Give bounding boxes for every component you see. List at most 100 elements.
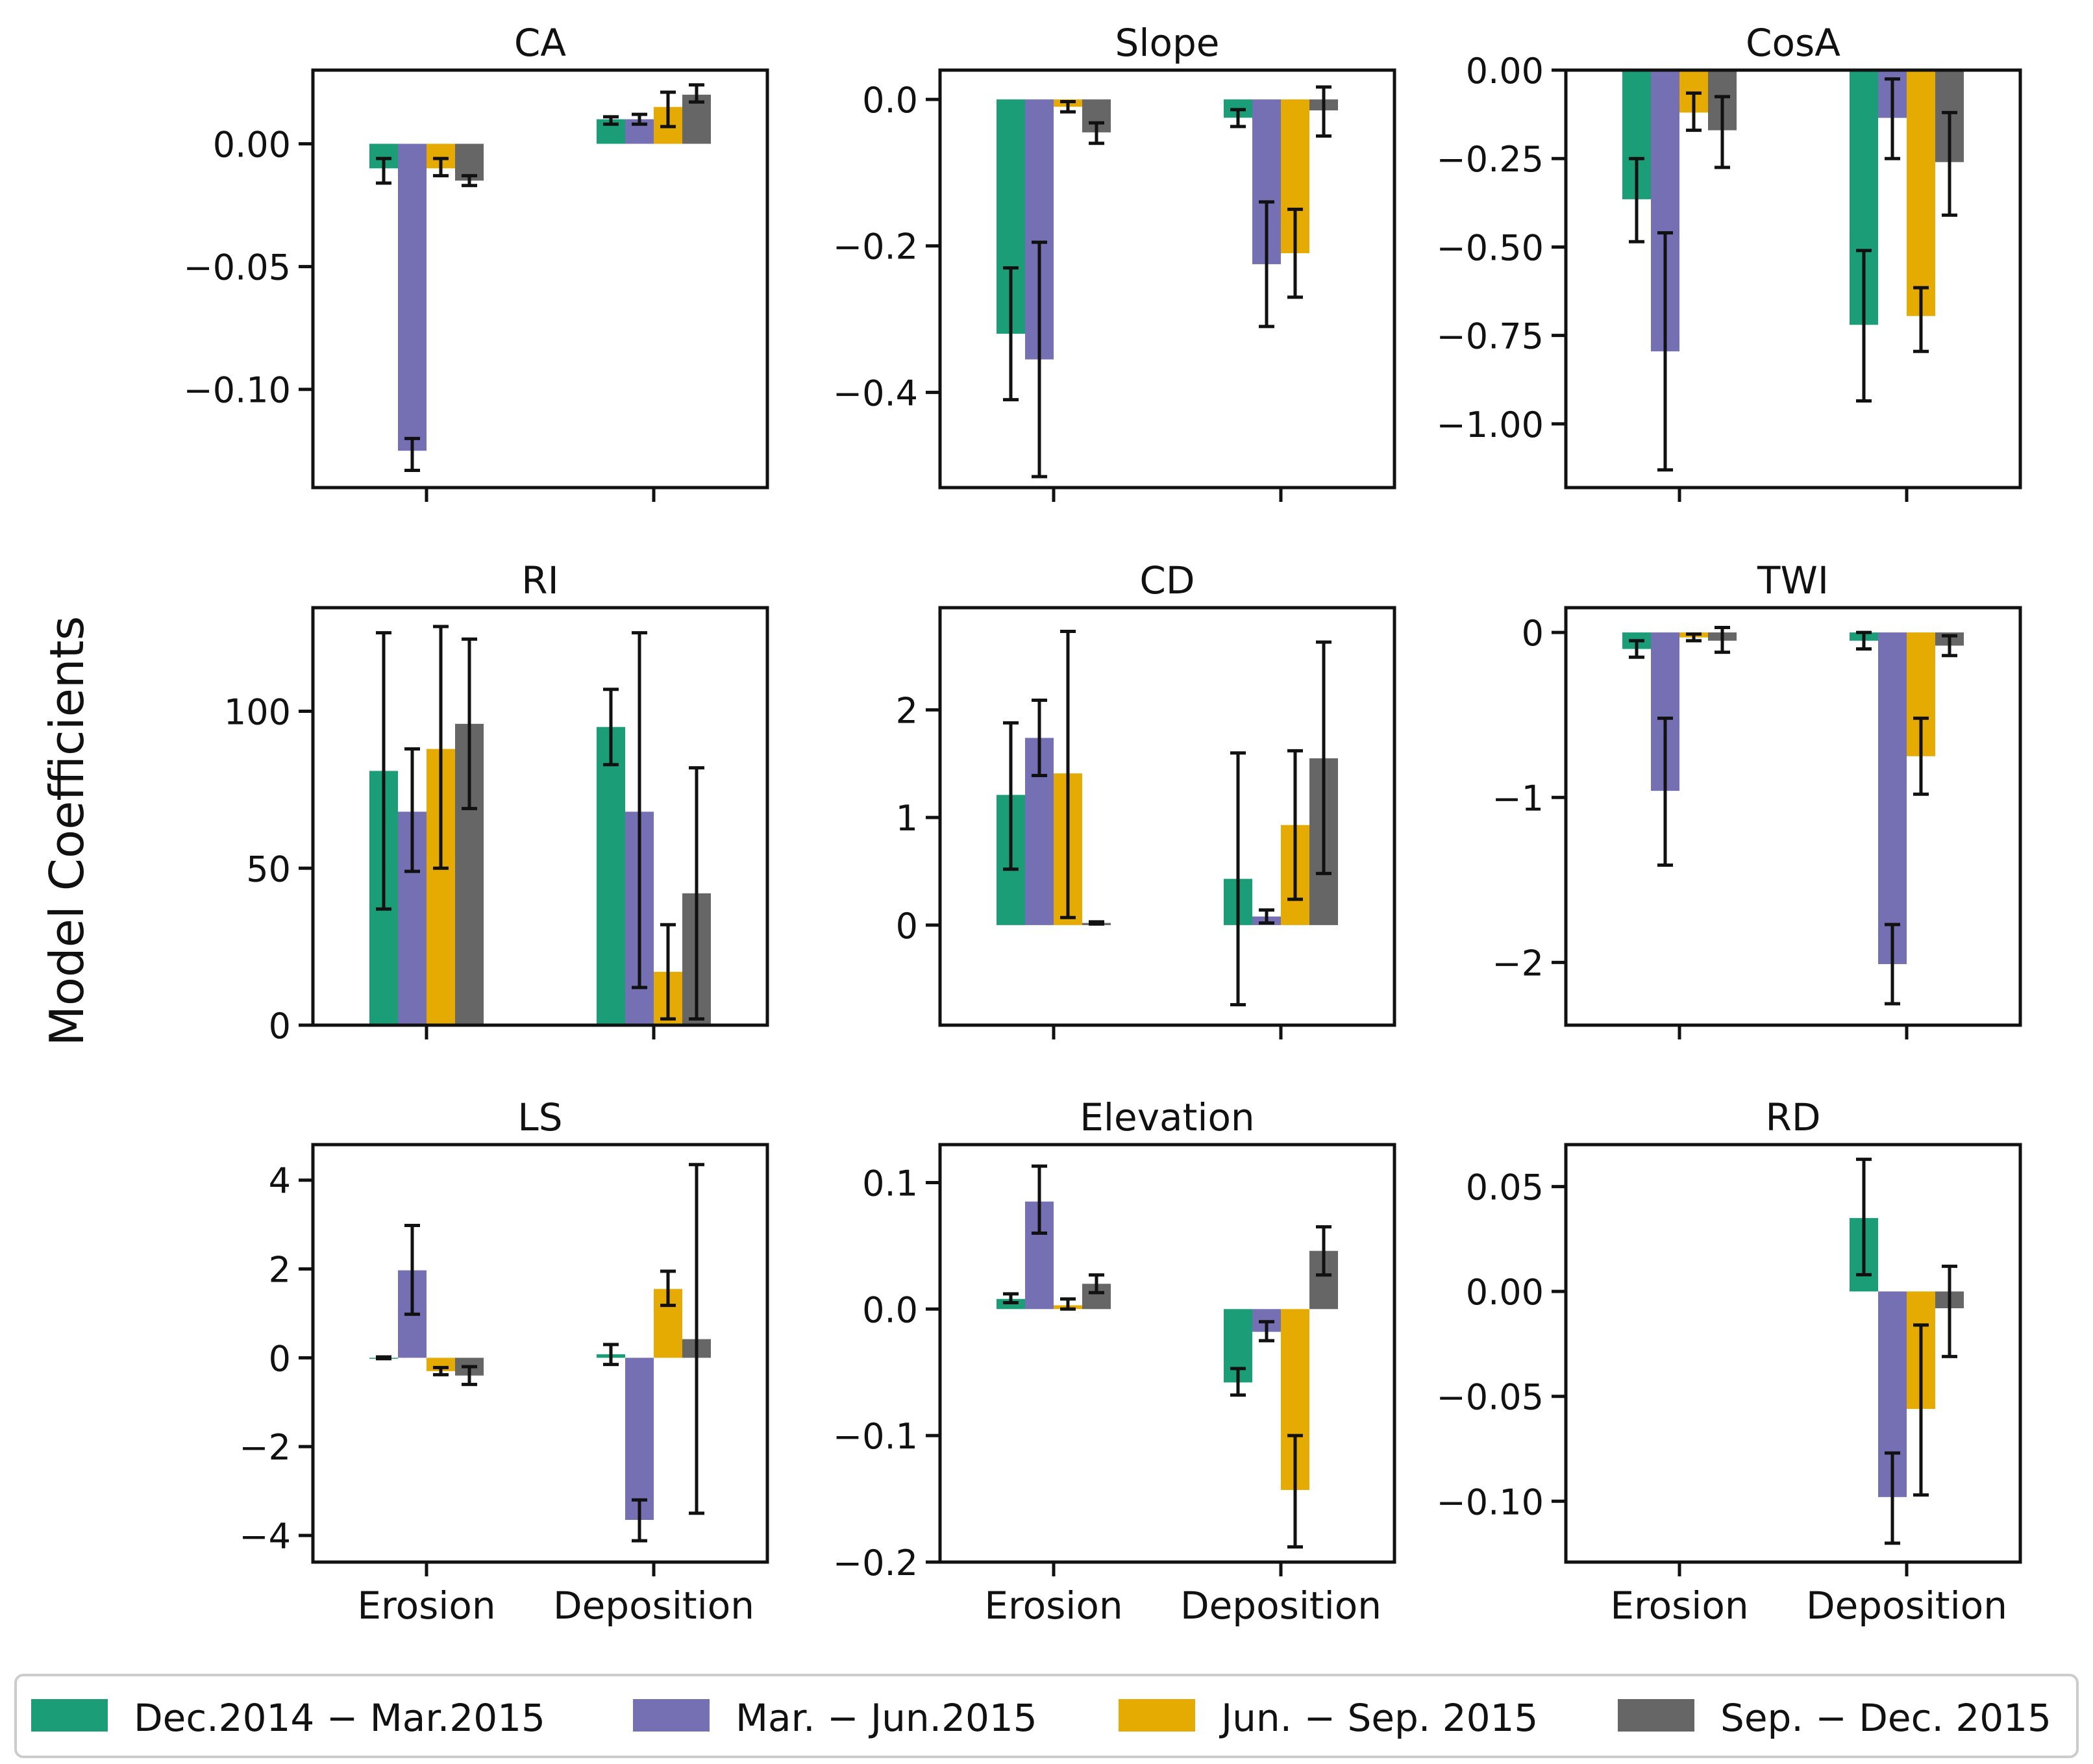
bars-ca bbox=[369, 94, 711, 451]
legend-frame bbox=[14, 1674, 2079, 1758]
legend-label-3: Sep. − Dec. 2015 bbox=[1720, 1696, 2051, 1740]
y-tick-label-twi-1: −1 bbox=[1492, 778, 1544, 819]
plot-frame-ca bbox=[311, 68, 769, 490]
x-ticks-elevation: Erosion Deposition bbox=[984, 1562, 1381, 1628]
errorbars-elevation bbox=[1003, 1164, 1331, 1549]
legend-swatch-0 bbox=[31, 1699, 108, 1732]
y-ticks-ls: 4 2 0 −2 −4 bbox=[239, 1161, 313, 1557]
y-tick-label-twi-0: 0 bbox=[1522, 613, 1544, 654]
y-tick-label-cosa-0: 0.00 bbox=[1466, 51, 1544, 92]
x-tick-label-elevation-deposition: Deposition bbox=[1180, 1584, 1381, 1628]
bar-ri-deposition-s0 bbox=[597, 727, 625, 1025]
legend: Dec.2014 − Mar.2015 Mar. − Jun.2015 Jun.… bbox=[14, 1674, 2079, 1758]
panel-title-cosa: CosA bbox=[1746, 21, 1840, 65]
x-tick-label-rd-erosion: Erosion bbox=[1610, 1584, 1748, 1628]
panel-ca: CA 0.00 −0.05 −0.10 bbox=[184, 21, 769, 502]
y-tick-label-ca-0: 0.00 bbox=[213, 124, 291, 165]
y-tick-label-cosa-1: −0.25 bbox=[1437, 139, 1544, 180]
y-tick-label-cd-2: 2 bbox=[896, 690, 918, 731]
y-tick-label-elevation-1: 0.0 bbox=[862, 1289, 918, 1330]
y-tick-label-slope-0: 0.0 bbox=[862, 80, 918, 121]
panel-title-ca: CA bbox=[514, 21, 566, 65]
errorbars-ls bbox=[376, 1163, 704, 1543]
legend-swatch-3 bbox=[1618, 1699, 1694, 1732]
bar-ls-deposition-s1 bbox=[625, 1358, 654, 1521]
y-tick-label-rd-2: −0.05 bbox=[1437, 1377, 1544, 1418]
y-ticks-ca: 0.00 −0.05 −0.10 bbox=[184, 124, 313, 411]
legend-label-2: Jun. − Sep. 2015 bbox=[1219, 1696, 1538, 1740]
x-ticks-ri bbox=[425, 1025, 656, 1039]
y-tick-label-ca-1: −0.05 bbox=[184, 247, 291, 288]
y-tick-label-ri-0: 0 bbox=[269, 1006, 291, 1047]
y-tick-label-ls-0: 4 bbox=[269, 1161, 291, 1202]
y-tick-label-cd-1: 1 bbox=[896, 798, 918, 839]
legend-swatch-2 bbox=[1119, 1699, 1195, 1732]
panel-title-twi: TWI bbox=[1757, 558, 1829, 602]
legend-item-2: Jun. − Sep. 2015 bbox=[1119, 1696, 1538, 1740]
y-tick-label-elevation-0: 0.1 bbox=[862, 1163, 918, 1204]
legend-swatch-1 bbox=[633, 1699, 710, 1732]
y-tick-label-ri-1: 50 bbox=[246, 849, 291, 889]
panel-cd: CD 0 1 2 bbox=[896, 558, 1396, 1039]
panel-twi: TWI 0 −1 −2 bbox=[1492, 558, 2022, 1039]
legend-item-1: Mar. − Jun.2015 bbox=[633, 1696, 1037, 1740]
y-ticks-slope: 0.0 −0.2 −0.4 bbox=[833, 80, 940, 414]
y-ticks-cosa: 0.00 −0.25 −0.50 −0.75 −1.00 bbox=[1437, 51, 1566, 445]
y-tick-label-ls-4: −4 bbox=[239, 1516, 291, 1557]
y-tick-label-ls-1: 2 bbox=[269, 1250, 291, 1291]
y-tick-label-cosa-4: −1.00 bbox=[1437, 404, 1544, 445]
y-ticks-twi: 0 −1 −2 bbox=[1492, 613, 1566, 984]
y-tick-label-cosa-2: −0.50 bbox=[1437, 227, 1544, 268]
x-tick-label-ls-deposition: Deposition bbox=[553, 1584, 754, 1628]
bars-ri bbox=[369, 723, 711, 1025]
x-ticks-ls: Erosion Deposition bbox=[357, 1562, 754, 1628]
x-tick-label-elevation-erosion: Erosion bbox=[984, 1584, 1122, 1628]
y-ticks-elevation: 0.1 0.0 −0.1 −0.2 bbox=[833, 1163, 940, 1584]
y-tick-label-rd-0: 0.05 bbox=[1466, 1167, 1544, 1208]
bars-cosa bbox=[1622, 70, 1964, 352]
y-tick-label-ls-3: −2 bbox=[239, 1427, 291, 1468]
errorbars-ri bbox=[376, 625, 704, 1021]
panel-rd: RD 0.05 0.00 −0.05 −0.10 Erosion Deposition bbox=[1437, 1095, 2022, 1628]
bar-twi-deposition-s1 bbox=[1878, 632, 1907, 964]
x-ticks-cosa bbox=[1678, 488, 1909, 502]
y-tick-label-rd-3: −0.10 bbox=[1437, 1482, 1544, 1522]
x-ticks-rd: Erosion Deposition bbox=[1610, 1562, 2007, 1628]
y-tick-label-slope-1: −0.2 bbox=[833, 227, 918, 267]
y-tick-label-cd-0: 0 bbox=[896, 906, 918, 947]
y-tick-label-cosa-3: −0.75 bbox=[1437, 316, 1544, 357]
panel-ls: LS 4 2 0 −2 −4 Erosion Deposition bbox=[239, 1095, 769, 1628]
plot-frame-rd bbox=[1564, 1143, 2022, 1564]
y-tick-label-ls-2: 0 bbox=[269, 1338, 291, 1379]
plot-frame-cosa bbox=[1564, 68, 2022, 490]
y-tick-label-elevation-3: −0.2 bbox=[833, 1543, 918, 1584]
y-ticks-ri: 0 50 100 bbox=[224, 692, 313, 1047]
panels: CA0.00−0.05−0.10Slope0.0−0.2−0.4CosA0.00… bbox=[184, 21, 2022, 1628]
plot-frame-ri bbox=[311, 606, 769, 1027]
legend-item-0: Dec.2014 − Mar.2015 bbox=[31, 1696, 545, 1740]
panel-elevation: Elevation 0.1 0.0 −0.1 −0.2 Erosion Deposition bbox=[833, 1095, 1396, 1628]
y-tick-label-ca-2: −0.10 bbox=[184, 370, 291, 411]
errorbars-slope bbox=[1003, 85, 1331, 478]
y-tick-label-twi-2: −2 bbox=[1492, 943, 1544, 984]
panel-title-elevation: Elevation bbox=[1080, 1095, 1254, 1139]
bar-cosa-deposition-s2 bbox=[1907, 70, 1935, 316]
x-tick-label-rd-deposition: Deposition bbox=[1806, 1584, 2007, 1628]
plot-frame-ls bbox=[311, 1143, 769, 1564]
y-ticks-rd: 0.05 0.00 −0.05 −0.10 bbox=[1437, 1167, 1566, 1522]
panel-title-slope: Slope bbox=[1115, 21, 1220, 65]
errorbars-cosa bbox=[1629, 77, 1957, 472]
x-tick-label-ls-erosion: Erosion bbox=[357, 1584, 495, 1628]
errorbars-cd bbox=[1003, 629, 1331, 1007]
plot-frame-twi bbox=[1564, 606, 2022, 1027]
panel-ri: RI 0 50 100 bbox=[224, 558, 769, 1047]
errorbars-twi bbox=[1629, 625, 1957, 1006]
bars-slope bbox=[997, 99, 1338, 360]
plot-frame-elevation bbox=[938, 1143, 1396, 1564]
plot-frame-slope bbox=[938, 68, 1396, 490]
panel-slope: Slope 0.0 −0.2 −0.4 bbox=[833, 21, 1396, 502]
y-axis-label: Model Coefficients bbox=[40, 616, 94, 1047]
bars-elevation bbox=[997, 1201, 1338, 1490]
bars-ls bbox=[369, 1270, 711, 1521]
